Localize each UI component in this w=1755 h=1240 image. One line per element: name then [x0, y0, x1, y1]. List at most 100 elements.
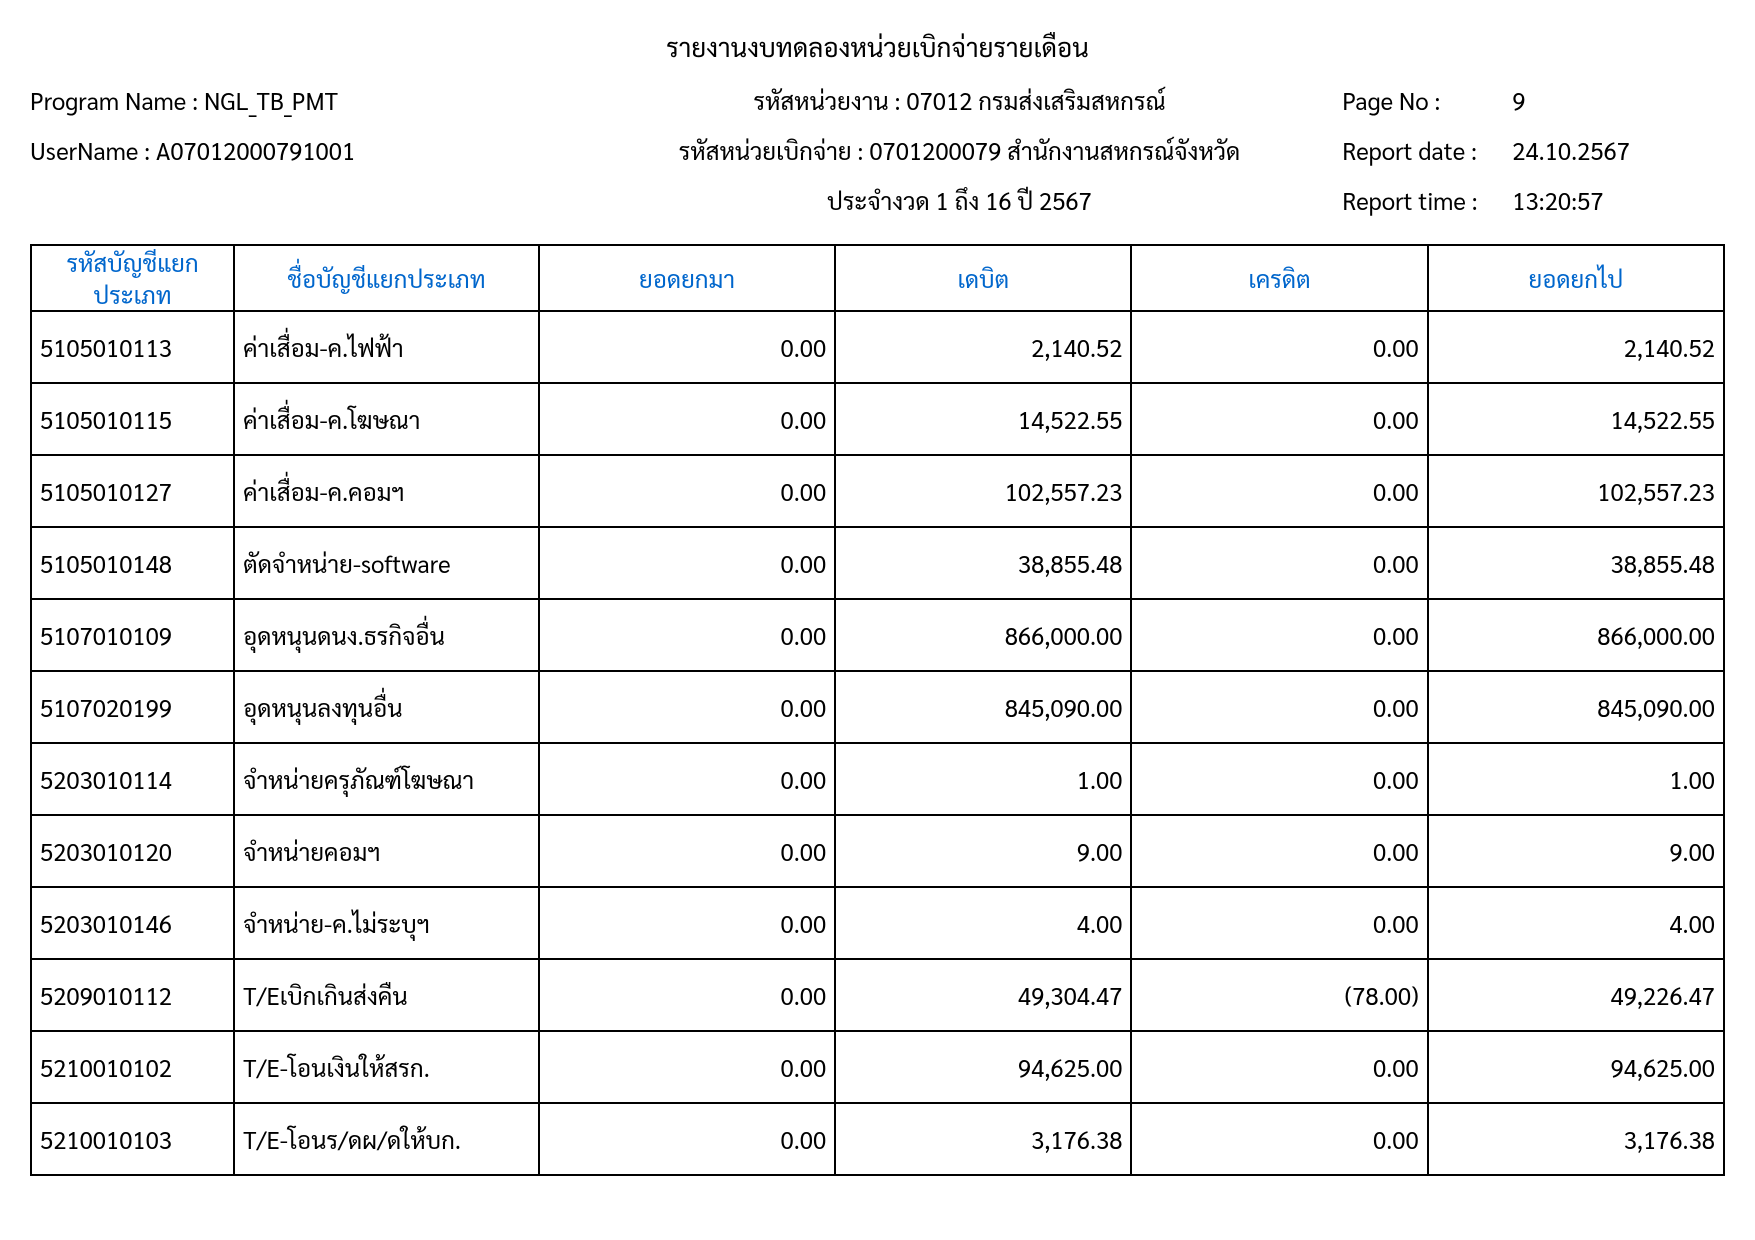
table-cell: ตัดจำหน่าย-software — [234, 527, 539, 599]
report-date-value: 24.10.2567 — [1502, 134, 1630, 166]
table-row: 5107010109อุดหนุนดนง.ธรกิจอื่น0.00866,00… — [31, 599, 1724, 671]
table-cell: 49,226.47 — [1428, 959, 1724, 1031]
table-cell: 0.00 — [1131, 743, 1427, 815]
table-cell: 5203010146 — [31, 887, 234, 959]
table-cell: 5107020199 — [31, 671, 234, 743]
table-cell: (78.00) — [1131, 959, 1427, 1031]
table-cell: 5107010109 — [31, 599, 234, 671]
agency-code: รหัสหน่วยงาน : 07012 กรมส่งเสริมสหกรณ์ — [577, 84, 1342, 116]
col-header-closing: ยอดยกไป — [1428, 245, 1724, 311]
ledger-table: รหัสบัญชีแยกประเภท ชื่อบัญชีแยกประเภท ยอ… — [30, 244, 1725, 1176]
table-row: 5203010146จำหน่าย-ค.ไม่ระบุฯ0.004.000.00… — [31, 887, 1724, 959]
table-cell: 0.00 — [1131, 887, 1427, 959]
table-cell: 14,522.55 — [1428, 383, 1724, 455]
table-cell: 866,000.00 — [835, 599, 1131, 671]
report-date-label: Report date : — [1342, 134, 1502, 166]
table-cell: 38,855.48 — [835, 527, 1131, 599]
table-cell: อุดหนุนดนง.ธรกิจอื่น — [234, 599, 539, 671]
table-row: 5210010103T/E-โอนร/ดผ/ดให้บก.0.003,176.3… — [31, 1103, 1724, 1175]
table-cell: 2,140.52 — [1428, 311, 1724, 383]
table-cell: 5203010120 — [31, 815, 234, 887]
table-cell: 0.00 — [1131, 1031, 1427, 1103]
table-cell: 0.00 — [539, 599, 835, 671]
table-cell: 5209010112 — [31, 959, 234, 1031]
col-header-code: รหัสบัญชีแยกประเภท — [31, 245, 234, 311]
table-row: 5210010102T/E-โอนเงินให้สรก.0.0094,625.0… — [31, 1031, 1724, 1103]
table-cell: 0.00 — [1131, 599, 1427, 671]
table-cell: 5105010148 — [31, 527, 234, 599]
table-cell: 0.00 — [539, 743, 835, 815]
table-body: 5105010113ค่าเสื่อม-ค.ไฟฟ้า0.002,140.520… — [31, 311, 1724, 1175]
table-cell: 0.00 — [539, 887, 835, 959]
table-cell: 1.00 — [835, 743, 1131, 815]
table-cell: จำหน่ายคอมฯ — [234, 815, 539, 887]
table-cell: 0.00 — [539, 455, 835, 527]
table-row: 5107020199อุดหนุนลงทุนอื่น0.00845,090.00… — [31, 671, 1724, 743]
table-cell: 0.00 — [1131, 455, 1427, 527]
table-cell: 0.00 — [539, 815, 835, 887]
table-row: 5203010114จำหน่ายครุภัณฑ์โฆษณา0.001.000.… — [31, 743, 1724, 815]
table-cell: ค่าเสื่อม-ค.คอมฯ — [234, 455, 539, 527]
table-cell: 3,176.38 — [1428, 1103, 1724, 1175]
period: ประจำงวด 1 ถึง 16 ปี 2567 — [577, 184, 1342, 216]
user-name: UserName : A07012000791001 — [30, 134, 577, 166]
table-cell: 0.00 — [1131, 1103, 1427, 1175]
table-cell: จำหน่าย-ค.ไม่ระบุฯ — [234, 887, 539, 959]
table-cell: 5105010113 — [31, 311, 234, 383]
table-cell: 845,090.00 — [1428, 671, 1724, 743]
col-header-credit: เครดิต — [1131, 245, 1427, 311]
table-cell: T/Eเบิกเกินส่งคืน — [234, 959, 539, 1031]
table-row: 5105010115ค่าเสื่อม-ค.โฆษณา0.0014,522.55… — [31, 383, 1724, 455]
table-cell: ค่าเสื่อม-ค.โฆษณา — [234, 383, 539, 455]
table-cell: 5203010114 — [31, 743, 234, 815]
table-cell: 5210010102 — [31, 1031, 234, 1103]
table-cell: จำหน่ายครุภัณฑ์โฆษณา — [234, 743, 539, 815]
table-cell: ค่าเสื่อม-ค.ไฟฟ้า — [234, 311, 539, 383]
table-cell: 14,522.55 — [835, 383, 1131, 455]
table-cell: 5210010103 — [31, 1103, 234, 1175]
table-cell: 3,176.38 — [835, 1103, 1131, 1175]
table-cell: T/E-โอนร/ดผ/ดให้บก. — [234, 1103, 539, 1175]
table-cell: 0.00 — [539, 959, 835, 1031]
table-cell: 94,625.00 — [835, 1031, 1131, 1103]
table-header-row: รหัสบัญชีแยกประเภท ชื่อบัญชีแยกประเภท ยอ… — [31, 245, 1724, 311]
table-cell: 0.00 — [1131, 671, 1427, 743]
disburse-code: รหัสหน่วยเบิกจ่าย : 0701200079 สำนักงานส… — [577, 134, 1342, 166]
table-cell: 4.00 — [835, 887, 1131, 959]
table-cell: 0.00 — [1131, 383, 1427, 455]
report-title: รายงานงบทดลองหน่วยเบิกจ่ายรายเดือน — [30, 30, 1725, 64]
table-cell: 102,557.23 — [1428, 455, 1724, 527]
col-header-debit: เดบิต — [835, 245, 1131, 311]
table-cell: 0.00 — [539, 1031, 835, 1103]
table-cell: 38,855.48 — [1428, 527, 1724, 599]
table-row: 5105010127ค่าเสื่อม-ค.คอมฯ0.00102,557.23… — [31, 455, 1724, 527]
table-cell: 2,140.52 — [835, 311, 1131, 383]
table-cell: 9.00 — [835, 815, 1131, 887]
table-row: 5105010148ตัดจำหน่าย-software0.0038,855.… — [31, 527, 1724, 599]
report-time-value: 13:20:57 — [1502, 184, 1603, 216]
table-cell: 1.00 — [1428, 743, 1724, 815]
table-cell: 5105010115 — [31, 383, 234, 455]
table-cell: 9.00 — [1428, 815, 1724, 887]
table-cell: 49,304.47 — [835, 959, 1131, 1031]
table-cell: 845,090.00 — [835, 671, 1131, 743]
report-header: Program Name : NGL_TB_PMT รหัสหน่วยงาน :… — [30, 84, 1725, 216]
table-cell: 0.00 — [539, 527, 835, 599]
table-cell: 4.00 — [1428, 887, 1724, 959]
table-cell: 0.00 — [1131, 527, 1427, 599]
page-no-label: Page No : — [1342, 84, 1502, 116]
page-no-value: 9 — [1502, 84, 1525, 116]
table-cell: T/E-โอนเงินให้สรก. — [234, 1031, 539, 1103]
report-time-label: Report time : — [1342, 184, 1502, 216]
col-header-opening: ยอดยกมา — [539, 245, 835, 311]
table-cell: 0.00 — [539, 383, 835, 455]
table-row: 5209010112T/Eเบิกเกินส่งคืน0.0049,304.47… — [31, 959, 1724, 1031]
table-cell: 0.00 — [1131, 815, 1427, 887]
table-cell: 0.00 — [539, 1103, 835, 1175]
table-row: 5203010120จำหน่ายคอมฯ0.009.000.009.00 — [31, 815, 1724, 887]
col-header-name: ชื่อบัญชีแยกประเภท — [234, 245, 539, 311]
table-cell: 0.00 — [539, 311, 835, 383]
table-cell: 0.00 — [1131, 311, 1427, 383]
table-cell: 5105010127 — [31, 455, 234, 527]
table-cell: 0.00 — [539, 671, 835, 743]
